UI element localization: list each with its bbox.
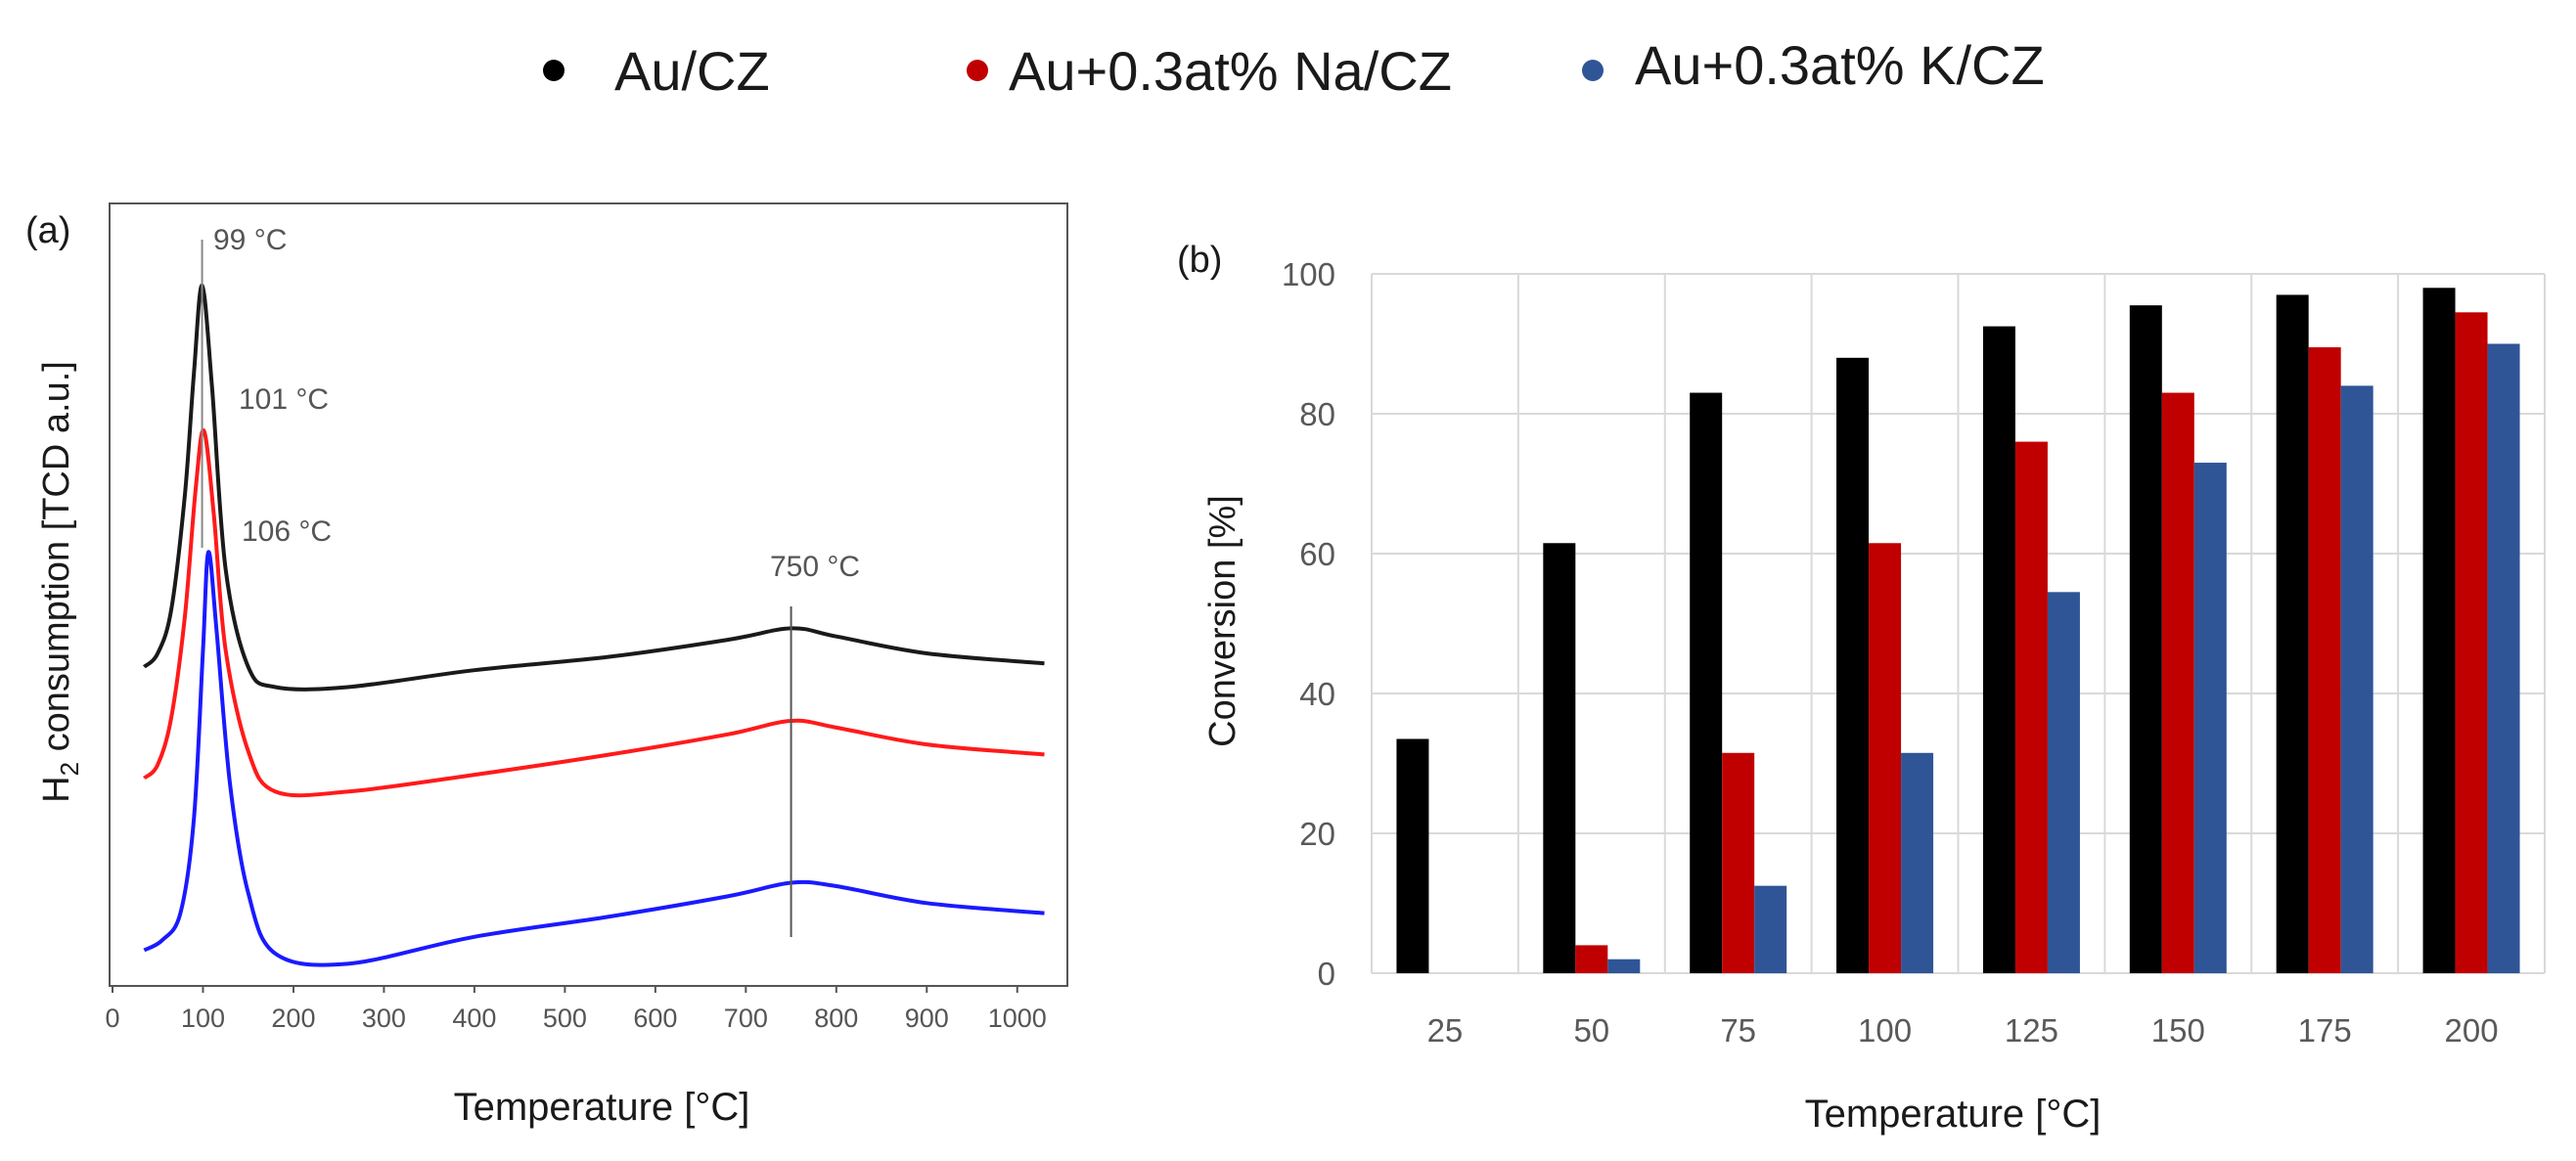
y-label-subscript-2: 2 bbox=[55, 762, 84, 776]
panel-b-x-tick-label: 150 bbox=[2151, 1012, 2205, 1049]
bar-au-0-3at-na-cz-50 bbox=[1575, 945, 1608, 973]
panel-a-x-tick-label: 600 bbox=[633, 1004, 677, 1033]
panel-b-x-tick-label: 200 bbox=[2445, 1012, 2499, 1049]
legend-marker-au-cz bbox=[543, 60, 565, 81]
panel-b-y-tick-label: 0 bbox=[1318, 956, 1335, 992]
legend-marker-au-k-cz bbox=[1582, 60, 1604, 81]
tpr-curve-au-cz bbox=[142, 283, 1045, 692]
bar-au-0-3at-k-cz-150 bbox=[2193, 463, 2227, 973]
bar-au-cz-75 bbox=[1690, 392, 1723, 973]
tpr-curve-au-0-3at-na-cz bbox=[142, 428, 1045, 798]
panel-b-bars bbox=[1396, 288, 2520, 974]
panel-a-x-tick-label: 200 bbox=[271, 1004, 315, 1033]
bar-au-cz-150 bbox=[2129, 305, 2162, 973]
bar-au-0-3at-na-cz-100 bbox=[1869, 543, 1902, 973]
bar-au-0-3at-na-cz-175 bbox=[2308, 347, 2341, 973]
panel-a-guides bbox=[201, 240, 792, 937]
panel-a-x-tick-label: 300 bbox=[362, 1004, 406, 1033]
panel-b-y-tick-label: 60 bbox=[1299, 536, 1335, 572]
panel-a-x-tick-label: 0 bbox=[105, 1004, 119, 1033]
bar-au-0-3at-k-cz-75 bbox=[1754, 885, 1787, 973]
annotation-750c: 750 °C bbox=[770, 551, 860, 583]
y-label-h: H bbox=[36, 776, 77, 802]
panel-b-y-tick-label: 80 bbox=[1299, 396, 1335, 432]
legend-marker-au-na-cz bbox=[967, 60, 988, 81]
panel-a-x-ticks: 0 100 200 300 400 500 600 700 800 900 1000 bbox=[105, 986, 1047, 1033]
panel-a-label: (a) bbox=[25, 210, 70, 251]
bar-au-0-3at-k-cz-175 bbox=[2340, 385, 2373, 973]
legend-label-au-na-cz: Au+0.3at% Na/CZ bbox=[1009, 40, 1452, 102]
panel-a-x-tick-label: 700 bbox=[724, 1004, 768, 1033]
panel-a-x-tick-label: 400 bbox=[452, 1004, 496, 1033]
panel-b-y-tick-label: 100 bbox=[1282, 256, 1335, 292]
panel-b-x-tick-label: 175 bbox=[2298, 1012, 2352, 1049]
panel-b-x-tick-label: 100 bbox=[1858, 1012, 1912, 1049]
panel-b-y-tick-label: 20 bbox=[1299, 816, 1335, 852]
legend-label-au-k-cz: Au+0.3at% K/CZ bbox=[1635, 34, 2045, 96]
bar-au-0-3at-na-cz-125 bbox=[2014, 441, 2048, 974]
bar-au-0-3at-k-cz-200 bbox=[2487, 343, 2520, 973]
bar-au-cz-175 bbox=[2276, 294, 2309, 973]
panel-b-grid bbox=[1371, 273, 2546, 974]
bar-au-cz-25 bbox=[1396, 738, 1429, 973]
panel-b: (b) 0 20 40 60 80 100 25 50 75 100 125 150 175 200 Te… bbox=[1177, 240, 2546, 1136]
annotation-99c: 99 °C bbox=[213, 224, 287, 256]
panel-a-x-axis-label: Temperature [°C] bbox=[454, 1086, 750, 1129]
panel-a-plot-frame bbox=[109, 202, 1068, 987]
panel-b-tick-labels: 0 20 40 60 80 100 25 50 75 100 125 150 175 200 bbox=[1282, 256, 2499, 1049]
y-label-rest: consumption [TCD a.u.] bbox=[36, 361, 77, 762]
bar-au-cz-100 bbox=[1836, 357, 1870, 973]
panel-a-x-tick-label: 900 bbox=[905, 1004, 949, 1033]
panel-a-x-tick-label: 500 bbox=[543, 1004, 587, 1033]
panel-a-x-tick-label: 100 bbox=[181, 1004, 225, 1033]
panel-b-x-tick-label: 75 bbox=[1720, 1012, 1756, 1049]
bar-au-0-3at-k-cz-100 bbox=[1901, 752, 1934, 973]
legend: Au/CZ Au+0.3at% Na/CZ Au+0.3at% K/CZ bbox=[543, 34, 2045, 102]
bar-au-0-3at-na-cz-200 bbox=[2455, 312, 2488, 973]
annotation-101c: 101 °C bbox=[239, 383, 329, 416]
bar-au-cz-125 bbox=[1982, 326, 2015, 973]
panel-b-x-axis-label: Temperature [°C] bbox=[1805, 1093, 2101, 1136]
panel-a-x-tick-label: 1000 bbox=[988, 1004, 1047, 1033]
bar-au-0-3at-na-cz-150 bbox=[2161, 392, 2194, 973]
bar-au-0-3at-k-cz-50 bbox=[1607, 959, 1641, 973]
panel-a: (a) 0 100 200 300 400 500 600 700 800 900 1000 99 … bbox=[25, 202, 1068, 1129]
bar-au-0-3at-na-cz-75 bbox=[1722, 752, 1755, 973]
panel-b-y-axis-label: Conversion [%] bbox=[1202, 495, 1243, 747]
bar-au-cz-50 bbox=[1543, 543, 1576, 973]
panel-b-x-tick-label: 125 bbox=[2005, 1012, 2058, 1049]
bar-au-cz-200 bbox=[2422, 288, 2456, 973]
panel-b-y-tick-label: 40 bbox=[1299, 676, 1335, 712]
panel-b-x-tick-label: 25 bbox=[1427, 1012, 1464, 1049]
panel-b-x-tick-label: 50 bbox=[1573, 1012, 1609, 1049]
annotation-106c: 106 °C bbox=[242, 515, 332, 548]
bar-au-0-3at-k-cz-125 bbox=[2047, 592, 2080, 973]
panel-a-x-tick-label: 800 bbox=[814, 1004, 858, 1033]
legend-label-au-cz: Au/CZ bbox=[614, 40, 770, 102]
panel-b-label: (b) bbox=[1177, 240, 1222, 281]
panel-a-y-axis-label: H2 consumption [TCD a.u.] bbox=[36, 361, 84, 803]
